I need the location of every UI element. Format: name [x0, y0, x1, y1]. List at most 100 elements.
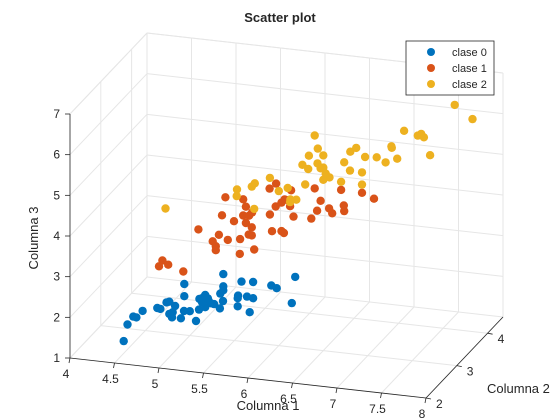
data-point: [271, 179, 281, 188]
data-point: [340, 158, 349, 167]
z-tick-label: 6: [53, 148, 60, 162]
data-point: [233, 302, 242, 311]
data-point: [413, 131, 422, 140]
grid-line: [247, 296, 326, 379]
legend: clase 0 clase 1 clase 2: [405, 40, 495, 96]
data-point: [153, 303, 162, 313]
data-point: [316, 196, 325, 205]
data-point: [283, 183, 292, 193]
data-point: [194, 225, 203, 234]
data-points: [119, 100, 477, 346]
data-point: [247, 182, 256, 191]
data-point: [312, 206, 322, 215]
data-point: [336, 185, 346, 195]
data-point: [345, 166, 355, 175]
legend-marker: [427, 64, 435, 72]
data-point: [215, 304, 225, 313]
data-point: [450, 100, 459, 110]
data-point: [244, 230, 253, 239]
data-point: [336, 177, 346, 186]
grid-line: [131, 292, 488, 334]
grid-line: [146, 276, 504, 318]
x-tick-label: 5.5: [191, 382, 208, 396]
grid-line: [69, 276, 148, 359]
data-point: [360, 152, 370, 162]
data-point: [339, 201, 348, 210]
data-point: [357, 180, 367, 189]
data-point: [289, 212, 298, 221]
data-point: [245, 308, 254, 317]
data-point: [165, 297, 174, 306]
data-point: [425, 151, 435, 160]
data-point: [129, 312, 138, 321]
legend-box: [405, 40, 495, 96]
data-point: [241, 202, 251, 211]
data-point: [387, 142, 396, 151]
data-point: [298, 160, 307, 169]
data-point: [248, 277, 258, 287]
y-tick-label: 2: [436, 397, 443, 411]
z-axis-label: Columna 3: [26, 207, 41, 270]
grid-line: [69, 195, 148, 278]
data-point: [180, 292, 189, 301]
data-point: [170, 301, 180, 311]
data-point: [185, 307, 194, 316]
grid-line: [100, 325, 457, 367]
data-point: [179, 267, 188, 276]
data-point: [313, 144, 322, 153]
grid-line: [69, 113, 148, 196]
data-point: [244, 211, 254, 220]
data-point: [203, 294, 213, 303]
x-tick-mark: [424, 397, 427, 404]
x-tick-label: 7: [330, 397, 337, 411]
data-point: [310, 184, 319, 193]
x-tick-mark: [335, 387, 338, 394]
data-point: [265, 184, 274, 193]
data-point: [164, 260, 173, 269]
x-tick-mark: [157, 367, 160, 374]
grid-line: [146, 73, 504, 115]
data-point: [265, 210, 275, 219]
data-point: [217, 211, 227, 220]
z-tick-label: 7: [53, 107, 60, 121]
z-tick-label: 3: [53, 270, 60, 284]
data-point: [287, 298, 296, 308]
data-point: [219, 282, 228, 291]
grid-line: [146, 195, 504, 237]
chart-title: Scatter plot: [244, 10, 316, 25]
x-tick-label: 4: [63, 367, 70, 381]
data-point: [176, 314, 186, 323]
grid-line: [69, 73, 148, 156]
y-axis-line: [425, 316, 504, 399]
y-axis-label: Columna 2: [487, 381, 550, 396]
data-point: [154, 262, 164, 271]
x-tick-mark: [380, 392, 382, 399]
data-point: [214, 230, 224, 239]
grid-line: [114, 281, 192, 364]
data-point: [313, 159, 322, 168]
data-point: [123, 320, 132, 329]
data-point: [265, 173, 275, 183]
data-point: [180, 279, 189, 289]
y-tick-label: 3: [467, 365, 474, 379]
data-point: [291, 272, 300, 282]
grid-line: [292, 301, 370, 384]
x-tick-mark: [246, 377, 249, 384]
grid-line: [381, 311, 459, 394]
legend-marker: [427, 48, 435, 56]
x-tick-mark: [291, 382, 293, 389]
data-point: [324, 204, 334, 213]
data-point: [304, 164, 313, 174]
x-tick-label: 6: [241, 387, 248, 401]
x-tick-label: 6.5: [280, 392, 297, 406]
data-point: [357, 168, 367, 177]
data-point: [357, 188, 367, 197]
data-point: [319, 151, 328, 160]
data-point: [304, 151, 314, 160]
legend-label: clase 2: [452, 79, 487, 91]
x-axis-label: Columna 1: [237, 398, 300, 413]
legend-item: clase 2: [427, 79, 487, 91]
data-point: [393, 154, 402, 163]
data-point: [232, 191, 241, 201]
axis-lines: [65, 113, 504, 404]
